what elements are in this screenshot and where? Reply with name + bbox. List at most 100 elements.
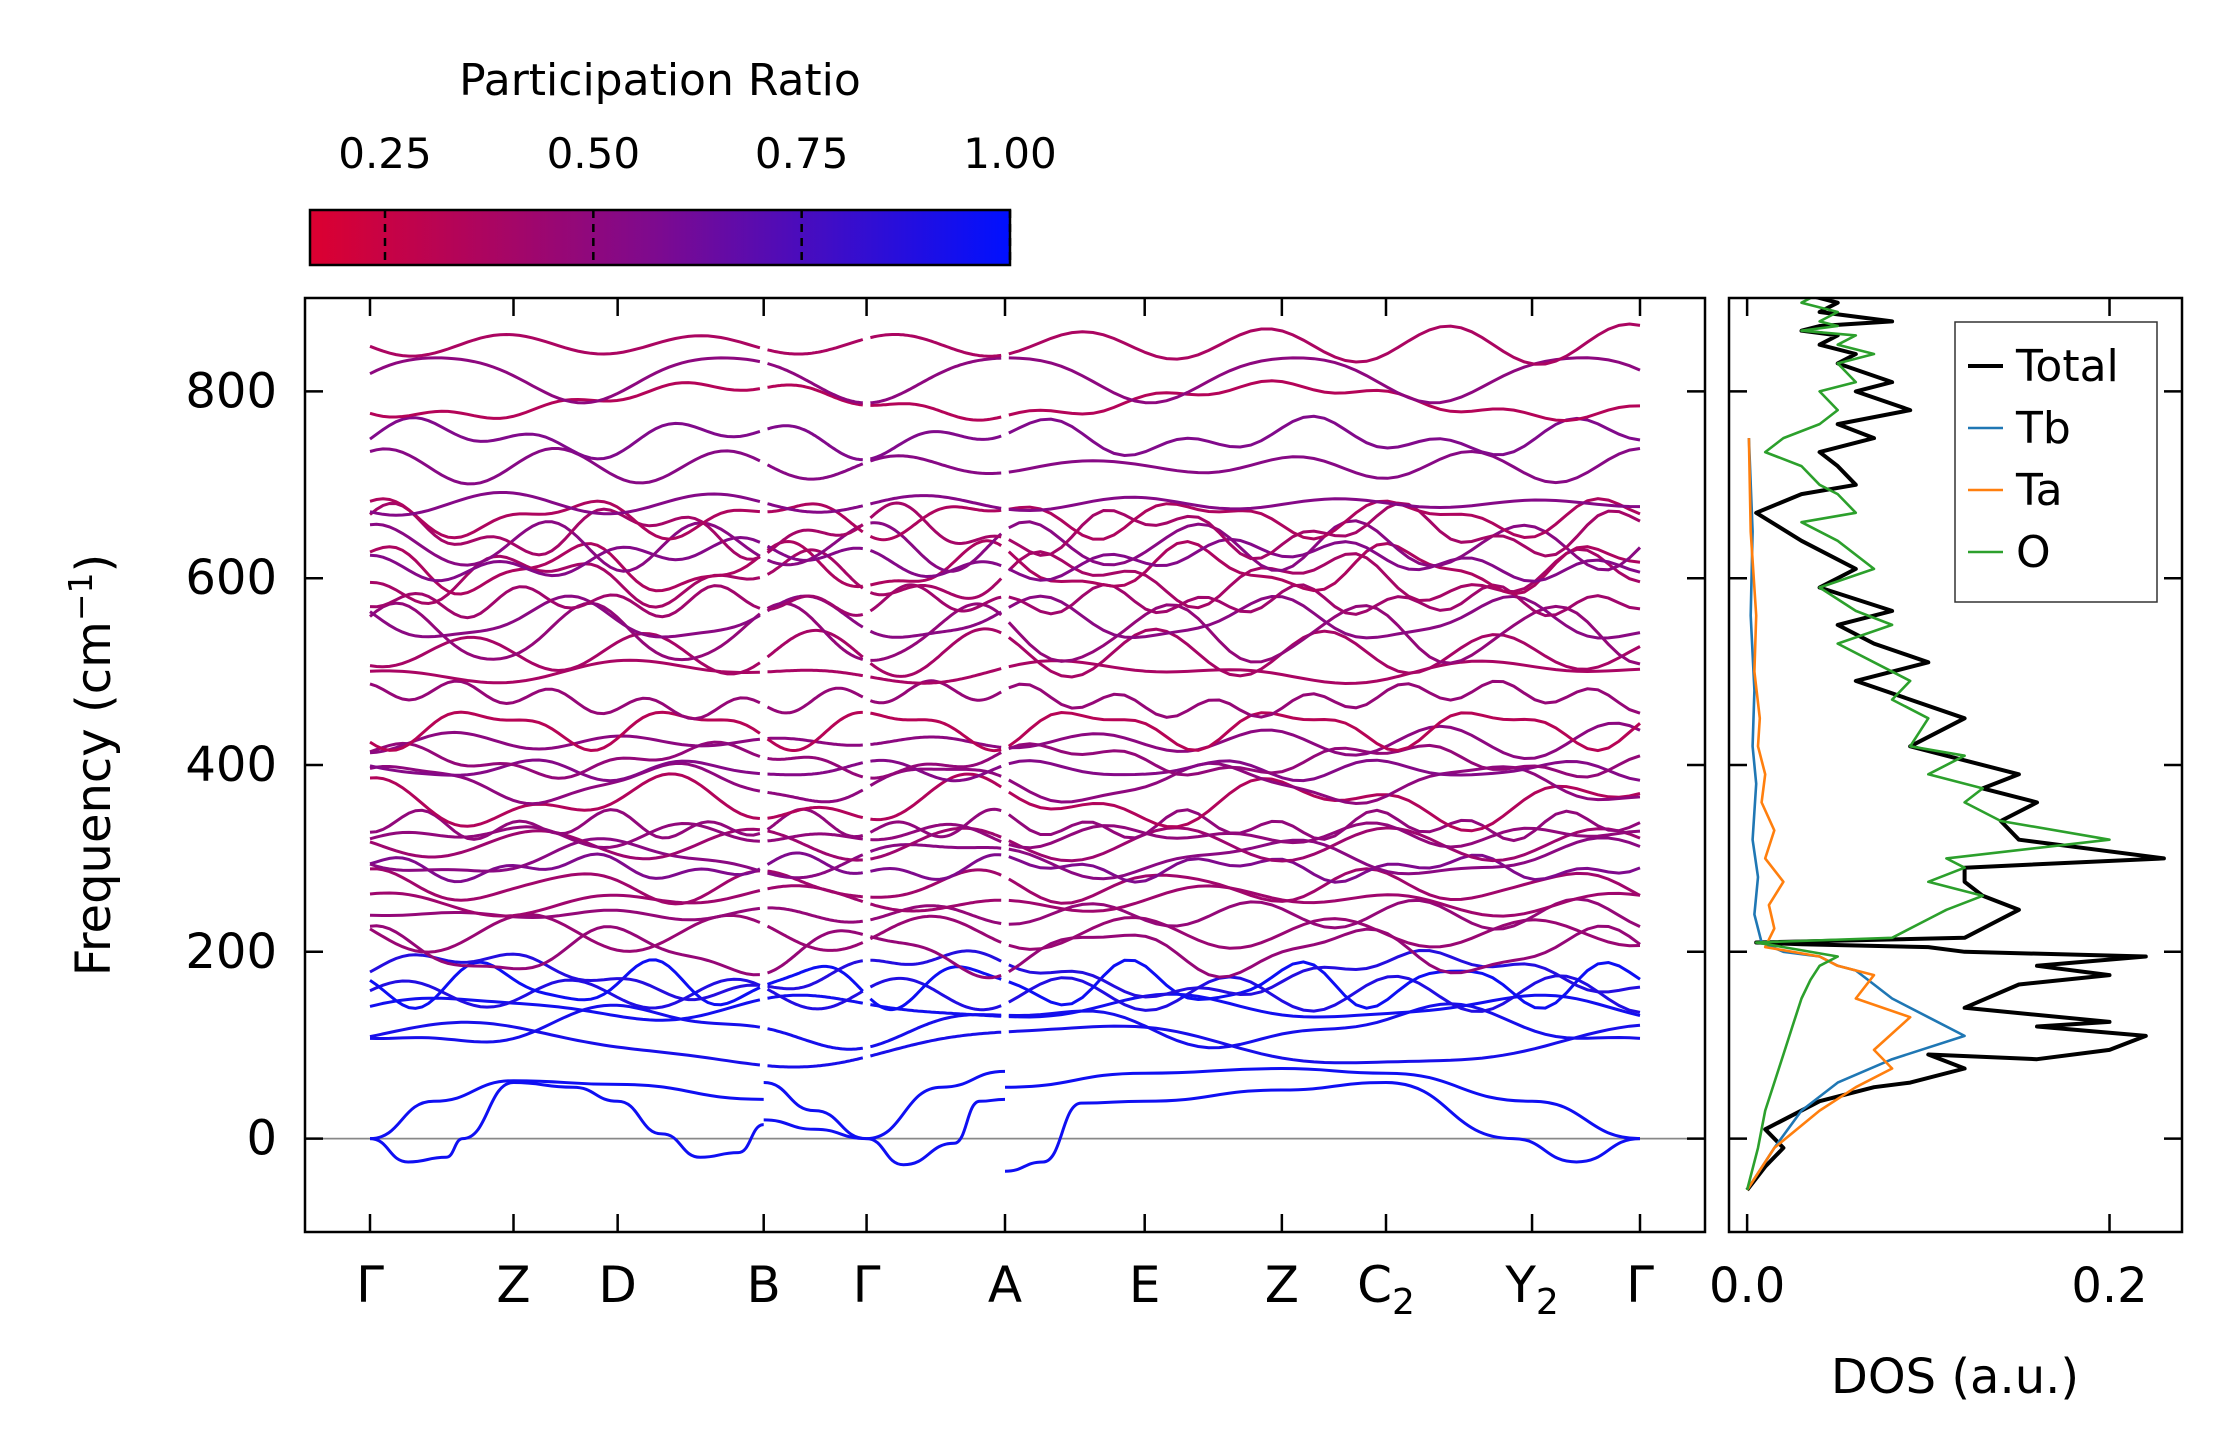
- optical-mode: [870, 758, 1002, 783]
- dos-legend: Total Tb Ta O: [1954, 321, 2158, 603]
- dos-x-tick-label: 0.0: [1709, 1258, 1785, 1314]
- optical-mode: [767, 1027, 863, 1051]
- y-tick-label: 600: [185, 550, 277, 606]
- optical-mode: [369, 772, 761, 828]
- optical-mode: [869, 454, 1002, 475]
- band-lines: [305, 322, 1705, 1173]
- optical-mode: [870, 711, 1002, 753]
- y-tick-label: 200: [185, 924, 277, 980]
- k-point-label: Z: [1265, 1256, 1299, 1314]
- optical-mode: [870, 822, 1002, 844]
- colorbar-tick-label: 0.75: [755, 129, 849, 178]
- optical-mode: [766, 523, 864, 554]
- optical-mode: [1008, 958, 1641, 1010]
- optical-mode: [1008, 777, 1641, 833]
- acoustic-mode: [1004, 1081, 1641, 1173]
- optical-mode: [369, 332, 761, 358]
- optical-mode: [1008, 836, 1641, 881]
- optical-mode: [369, 1003, 761, 1044]
- optical-mode: [767, 668, 864, 678]
- optical-mode: [369, 497, 761, 541]
- optical-mode: [1008, 495, 1641, 513]
- optical-mode: [1008, 948, 1641, 999]
- optical-mode: [870, 333, 1002, 358]
- acoustic-mode: [1004, 1067, 1641, 1141]
- k-point-label: C2: [1357, 1256, 1415, 1323]
- colorbar-tick-label: 0.25: [338, 129, 432, 178]
- colorbar-ticks: 0.25 0.50 0.75 1.00: [338, 129, 1057, 265]
- optical-mode: [869, 549, 1002, 579]
- optical-mode: [369, 952, 760, 1002]
- optical-mode: [1008, 853, 1641, 884]
- optical-mode: [767, 829, 863, 862]
- optical-mode: [1008, 679, 1641, 719]
- optical-mode: [1008, 497, 1641, 541]
- optical-mode: [1008, 915, 1641, 951]
- optical-mode: [767, 362, 863, 405]
- optical-mode: [767, 338, 864, 356]
- k-point-label: Y2: [1504, 1256, 1558, 1323]
- optical-mode: [767, 906, 863, 924]
- k-point-label: B: [747, 1256, 781, 1314]
- optical-mode: [870, 853, 1002, 881]
- optical-mode: [870, 1030, 1002, 1058]
- optical-mode: [766, 686, 864, 715]
- optical-mode: [767, 424, 863, 462]
- band-panel: 0 200 400 600 800 Γ Z D B Γ A E Z C2 Y2 Γ Frequency (c…: [61, 296, 1707, 1323]
- optical-mode: [1008, 447, 1641, 485]
- optical-mode: [369, 924, 760, 977]
- optical-mode: [869, 627, 1002, 678]
- optical-mode: [767, 502, 864, 514]
- optical-mode: [1008, 322, 1641, 366]
- optical-mode: [870, 904, 1002, 925]
- optical-mode: [369, 584, 761, 620]
- optical-mode: [1008, 761, 1641, 806]
- y-tick-label: 0: [246, 1111, 277, 1167]
- optical-mode: [1008, 884, 1641, 918]
- optical-mode: [1007, 710, 1641, 753]
- optical-mode: [870, 735, 1002, 749]
- optical-mode: [1007, 924, 1641, 979]
- optical-mode: [766, 710, 863, 752]
- optical-mode: [1008, 897, 1641, 931]
- optical-mode: [369, 501, 761, 561]
- optical-mode: [369, 520, 761, 573]
- band-y-ticks: 0 200 400 600 800: [185, 363, 1705, 1167]
- optical-mode: [869, 610, 1002, 639]
- optical-mode: [369, 356, 761, 405]
- optical-mode: [870, 1013, 1002, 1049]
- k-point-label: Z: [496, 1256, 530, 1314]
- optical-mode: [870, 935, 1002, 980]
- acoustic-mode: [763, 1118, 867, 1141]
- dos-series-total: [1745, 298, 2166, 1192]
- legend-frame: [1954, 321, 2158, 603]
- dos-panel: 0.0 0.2 DOS (a.u.) Total Tb Ta O: [1709, 296, 2184, 1405]
- optical-mode: [1008, 537, 1641, 583]
- optical-mode: [369, 758, 761, 783]
- optical-mode: [1008, 721, 1641, 761]
- optical-mode: [870, 949, 1002, 966]
- legend-label-o: O: [2016, 527, 2051, 578]
- dos-x-axis-label: DOS (a.u.): [1831, 1349, 2079, 1405]
- acoustic-mode: [763, 1081, 867, 1141]
- optical-mode: [869, 914, 1002, 944]
- optical-mode: [767, 929, 864, 975]
- optical-mode: [766, 987, 864, 1011]
- optical-mode: [1007, 539, 1641, 596]
- optical-mode: [870, 667, 1002, 685]
- optical-mode: [1008, 501, 1641, 561]
- dos-x-tick-label: 0.2: [2071, 1258, 2147, 1314]
- colorbar-tick-label: 1.00: [963, 129, 1057, 178]
- optical-mode: [870, 356, 1002, 405]
- band-y-axis-label: Frequency (cm−1): [61, 554, 122, 977]
- dos-series-o: [1745, 298, 2111, 1191]
- optical-mode: [767, 869, 863, 899]
- optical-mode: [369, 730, 761, 755]
- y-tick-label: 800: [185, 363, 277, 419]
- acoustic-mode: [369, 1079, 764, 1141]
- optical-mode: [369, 416, 761, 461]
- optical-mode: [1008, 414, 1641, 458]
- dos-ticks: 0.0 0.2: [1709, 298, 2182, 1314]
- optical-mode: [1008, 974, 1641, 1014]
